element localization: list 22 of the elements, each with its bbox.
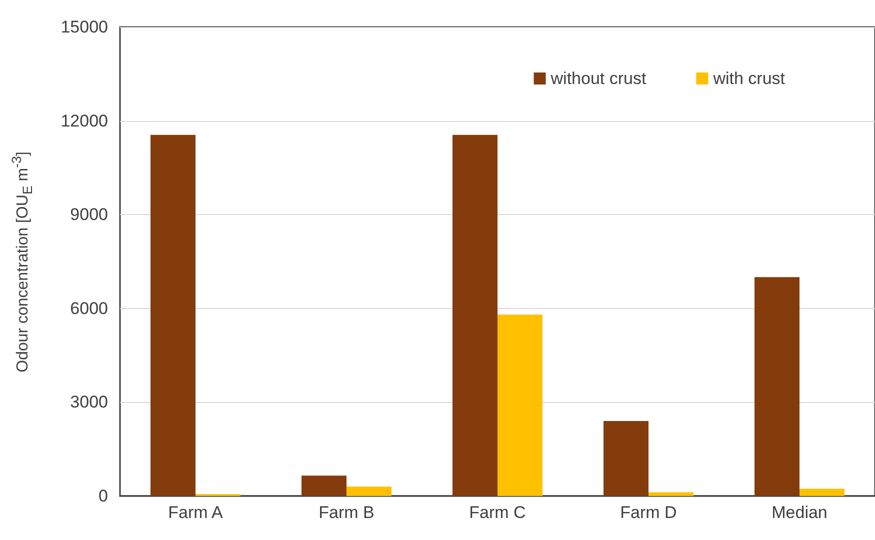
- legend-label: without crust: [550, 69, 646, 88]
- bar: [604, 420, 648, 496]
- bar: [302, 476, 346, 496]
- bar: [754, 277, 800, 496]
- bar: [648, 492, 694, 496]
- y-tick-label: 12000: [60, 111, 108, 130]
- bar: [498, 314, 542, 496]
- bar: [452, 134, 498, 496]
- y-tick-label: 9000: [70, 205, 108, 224]
- x-tick-label: Farm B: [318, 503, 374, 522]
- x-tick-label: Median: [772, 503, 828, 522]
- y-tick-label: 3000: [70, 392, 108, 412]
- y-tick-label: 15000: [60, 18, 108, 36]
- bar: [800, 488, 844, 496]
- y-tick-label: 6000: [70, 298, 108, 318]
- bar: [150, 134, 196, 496]
- bar: [346, 486, 392, 496]
- y-tick-label: 0: [98, 486, 108, 506]
- x-tick-label: Farm A: [168, 503, 224, 522]
- x-tick-label: Farm D: [620, 503, 677, 522]
- legend-label: with crust: [712, 69, 786, 88]
- x-tick-label: Farm C: [469, 503, 526, 522]
